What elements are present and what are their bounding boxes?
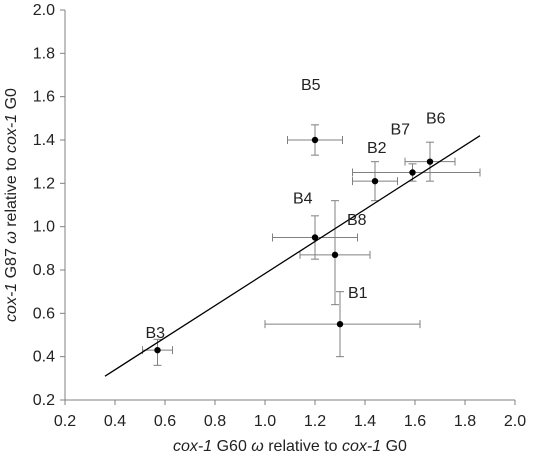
- plot-axes: [64, 10, 515, 401]
- point-label-b5: B5: [301, 77, 321, 94]
- axis-ticks: 0.2 0.4 0.6 0.8 1.0 1.2 1.4 1.6 1.8 2.0 0.2 0.4 0.6 0…: [33, 2, 526, 430]
- x-tick-label: 1.6: [404, 413, 426, 430]
- x-tick-label: 1.4: [354, 413, 376, 430]
- point-label-b7: B7: [391, 122, 411, 139]
- point-labels: B1 B2 B3 B4 B5 B6 B7 B8: [146, 77, 446, 342]
- x-tick-label: 0.8: [204, 413, 226, 430]
- y-tick-label: 0.4: [33, 349, 55, 366]
- point-label-b4: B4: [293, 191, 313, 208]
- x-axis-title: cox-1 G60 ω relative to cox-1 G0: [173, 438, 407, 455]
- x-tick-label: 0.2: [54, 413, 76, 430]
- point-b4: [311, 234, 319, 241]
- error-bar-b7: [352, 163, 481, 182]
- x-tick-label: 1.2: [304, 413, 326, 430]
- x-tick-label: 1.0: [254, 413, 276, 430]
- y-tick-label: 1.4: [33, 132, 55, 149]
- point-label-b6: B6: [426, 111, 446, 128]
- point-label-b2: B2: [367, 140, 387, 157]
- point-label-b8: B8: [347, 212, 367, 229]
- y-axis-title: cox-1 G87 ω relative to cox-1 G0: [3, 88, 20, 322]
- x-tick-label: 0.6: [154, 413, 176, 430]
- y-tick-label: 1.0: [33, 219, 55, 236]
- point-b3: [154, 346, 161, 354]
- point-b6: [426, 158, 434, 165]
- data-points: [154, 136, 434, 354]
- y-tick-label: 1.6: [33, 89, 55, 106]
- point-b2: [371, 177, 379, 185]
- y-tick-label: 0.6: [33, 305, 55, 322]
- y-tick-label: 1.8: [33, 45, 55, 62]
- x-tick-label: 0.4: [104, 413, 126, 430]
- y-tick-label: 0.2: [33, 392, 55, 409]
- point-b5: [311, 136, 319, 144]
- point-label-b1: B1: [348, 285, 368, 302]
- y-tick-label: 1.2: [33, 175, 55, 192]
- x-tick-label: 2.0: [504, 413, 526, 430]
- y-tick-label: 2.0: [33, 2, 55, 19]
- x-tick-label: 1.8: [454, 413, 476, 430]
- trendline: [104, 135, 481, 377]
- y-tick-label: 0.8: [33, 262, 55, 279]
- error-bars: [142, 124, 481, 366]
- point-b1: [336, 320, 344, 328]
- point-label-b3: B3: [146, 325, 166, 342]
- point-b8: [331, 251, 339, 259]
- point-b7: [409, 169, 416, 176]
